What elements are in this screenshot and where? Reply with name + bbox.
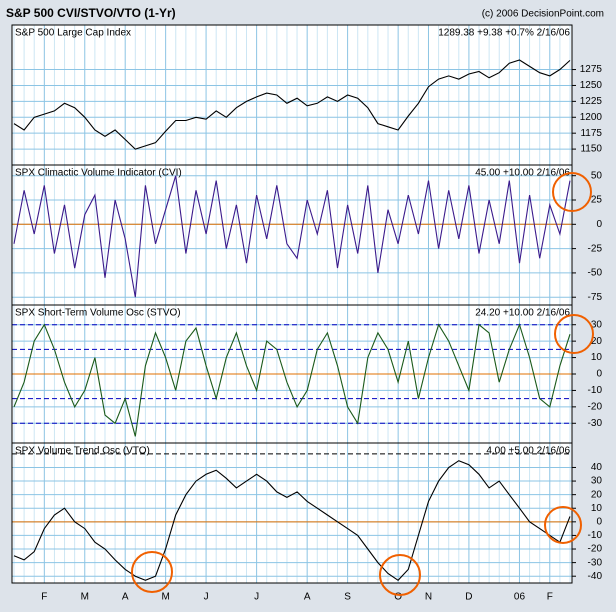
panel-annotation: 4.00 +5.00 2/16/06: [486, 446, 570, 457]
x-tick-label: J: [204, 592, 209, 603]
plot-area: [11, 164, 573, 306]
series-line: [13, 175, 571, 298]
y-tick-label: -10: [588, 385, 603, 396]
y-tick-label: -75: [588, 292, 603, 303]
y-tick-label: -30: [588, 418, 603, 429]
y-tick-label: 30: [591, 319, 603, 330]
y-tick-label: 0: [596, 369, 602, 380]
panel-title: S&P 500 Large Cap Index: [15, 28, 131, 39]
annotations: [131, 172, 594, 596]
x-tick-label: A: [122, 592, 129, 603]
y-tick-label: -20: [588, 544, 603, 555]
y-tick-label: 25: [591, 195, 603, 206]
y-tick-label: 1225: [580, 96, 603, 107]
y-tick-label: 1250: [580, 80, 603, 91]
y-tick-label: 10: [591, 503, 603, 514]
highlight-circle: [554, 314, 594, 354]
y-tick-label: -25: [588, 243, 603, 254]
y-tick-label: 50: [591, 170, 603, 181]
y-tick-label: 0: [596, 516, 602, 527]
plots: 1150 1175 1200 1225 1250 1275 S&P 500 Large Ca…: [11, 24, 603, 603]
panel-title: SPX Volume Trend Osc (VTO): [15, 446, 150, 457]
x-tick-label: F: [41, 592, 47, 603]
y-tick-label: -40: [588, 571, 603, 582]
x-tick-label: J: [254, 592, 259, 603]
y-tick-label: 1200: [580, 112, 603, 123]
x-tick-label: D: [465, 592, 472, 603]
highlight-circle: [552, 172, 592, 212]
page-title: S&P 500 CVI/STVO/VTO (1-Yr): [6, 6, 176, 20]
y-tick-label: 1175: [580, 128, 602, 139]
plot-area: [11, 442, 573, 584]
y-tick-label: 30: [591, 476, 603, 487]
x-tick-label: A: [304, 592, 311, 603]
series-line: [13, 460, 571, 582]
plot-frame: [11, 442, 573, 584]
x-tick-label: M: [81, 592, 89, 603]
x-tick-label: O: [394, 592, 402, 603]
y-tick-label: -50: [588, 268, 603, 279]
x-tick-label: 06: [514, 592, 526, 603]
y-tick-label: 20: [591, 336, 603, 347]
x-tick-label: M: [161, 592, 169, 603]
plot-area: [11, 24, 573, 166]
panel-title: SPX Short-Term Volume Osc (STVO): [15, 308, 181, 319]
y-tick-label: 1150: [580, 144, 602, 155]
panel-annotation: 24.20 +10.00 2/16/06: [475, 308, 570, 319]
highlight-circle: [379, 554, 421, 596]
y-tick-label: 20: [591, 489, 603, 500]
y-tick-label: -30: [588, 557, 603, 568]
highlight-circle: [544, 506, 582, 544]
panel-annotation: 45.00 +10.00 2/16/06: [475, 168, 570, 179]
panel-annotation: 1289.38 +9.38 +0.7% 2/16/06: [438, 28, 570, 39]
y-tick-label: 40: [591, 462, 603, 473]
y-tick-label: -20: [588, 401, 603, 412]
series-line: [13, 59, 571, 150]
y-tick-label: -10: [588, 530, 603, 541]
credit: (c) 2006 DecisionPoint.com: [482, 9, 604, 20]
y-tick-label: 10: [591, 352, 603, 363]
x-tick-label: S: [344, 592, 351, 603]
y-tick-label: 0: [596, 219, 602, 230]
y-tick-label: 1275: [580, 64, 603, 75]
panel-title: SPX Climactic Volume Indicator (CVI): [15, 168, 182, 179]
x-tick-label: N: [425, 592, 432, 603]
x-tick-label: F: [547, 592, 553, 603]
highlight-circle: [131, 551, 173, 593]
series-line: [13, 323, 571, 437]
